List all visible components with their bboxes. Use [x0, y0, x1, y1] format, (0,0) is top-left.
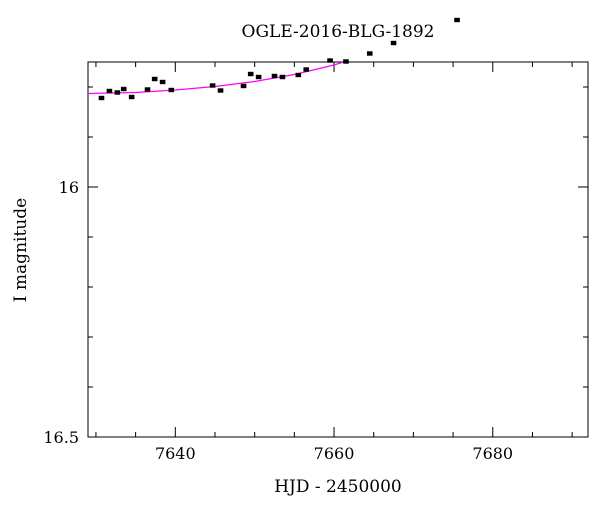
y-tick-label: 16: [59, 178, 79, 197]
data-point: [327, 58, 333, 63]
data-point: [454, 17, 460, 23]
data-point: [247, 71, 254, 77]
data-point: [240, 83, 247, 89]
data-point: [209, 83, 216, 88]
model-curve: [88, 62, 346, 95]
data-point: [98, 95, 105, 101]
x-axis-label: HJD - 2450000: [274, 477, 402, 497]
data-point: [366, 51, 373, 56]
data-point: [255, 74, 262, 80]
data-point: [217, 88, 224, 93]
data-point: [343, 59, 349, 64]
data-point: [279, 74, 286, 80]
data-point: [120, 86, 127, 92]
data-point: [151, 76, 158, 82]
x-tick-label: 7660: [314, 444, 355, 463]
data-point: [295, 72, 302, 78]
x-tick-label: 7680: [472, 444, 513, 463]
chart-title: OGLE-2016-BLG-1892: [241, 22, 435, 42]
y-tick-label: 16.5: [43, 428, 79, 447]
data-point: [159, 79, 166, 85]
data-point: [303, 67, 310, 72]
data-point: [128, 94, 135, 100]
data-point: [106, 88, 113, 94]
x-tick-label: 7640: [155, 444, 196, 463]
data-point: [271, 73, 278, 79]
data-point: [390, 40, 397, 46]
data-point: [144, 87, 151, 92]
plot-frame: [87, 61, 589, 438]
data-point: [114, 90, 121, 95]
data-point: [168, 87, 175, 93]
